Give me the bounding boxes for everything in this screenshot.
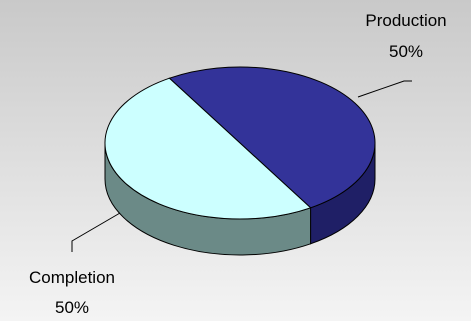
slice-label-production-name: Production	[365, 11, 446, 30]
slice-label-completion: Completion 50%	[29, 268, 115, 317]
slice-label-production-value: 50%	[389, 42, 423, 61]
slice-label-completion-value: 50%	[55, 298, 89, 317]
leader-line-production	[357, 80, 412, 98]
pie-slice-production	[168, 66, 376, 209]
slice-label-production: Production 50%	[365, 11, 446, 61]
pie-slice-completion	[104, 77, 312, 220]
leader-line-completion	[71, 212, 121, 252]
slice-label-completion-name: Completion	[29, 268, 115, 287]
